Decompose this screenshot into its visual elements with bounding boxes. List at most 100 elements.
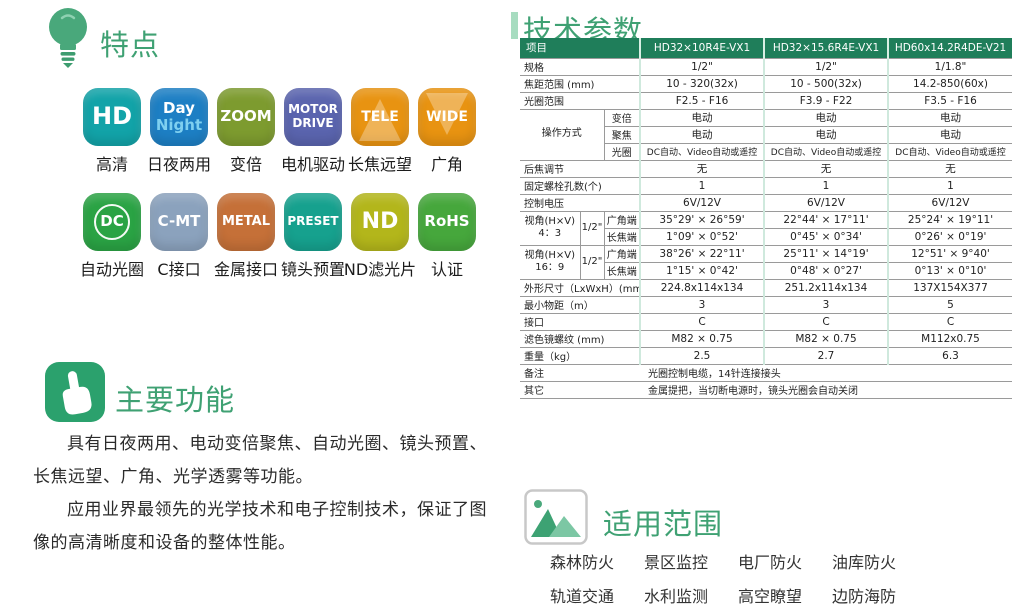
spec-cell: 电动: [639, 108, 765, 126]
feature-badge-icon: PRESET: [284, 193, 342, 251]
feature-badge-text: RoHS: [424, 212, 470, 231]
feature-badge-icon: WIDE: [418, 88, 476, 146]
spec-cell: 其它: [520, 380, 641, 399]
spec-cell: 变倍: [603, 108, 641, 126]
feature-badge-icon: C-MT: [150, 193, 208, 251]
application-item: 森林防火: [550, 553, 615, 572]
spec-cell: F3.5 - F16: [887, 91, 1013, 109]
spec-cell: 25°24' × 19°11': [887, 210, 1013, 228]
feature-badge-label: 电机驱动: [281, 155, 346, 174]
feature-badge-icon: ZOOM: [217, 88, 275, 146]
down-arrow-icon: [426, 93, 468, 135]
feature-badge: HD 高清: [83, 88, 141, 175]
spec-cell: 光圈控制电缆，14针连接接头: [640, 363, 1013, 381]
spec-cell: 最小物距（m）: [520, 295, 641, 313]
feature-badge-label: 长焦远望: [348, 155, 413, 174]
spec-cell: 操作方式: [520, 108, 604, 160]
spec-cell: 35°29' × 26°59': [639, 210, 765, 228]
ring-icon: DC: [94, 204, 130, 240]
pointing-hand-icon: [45, 362, 105, 422]
spec-cell: 5: [887, 295, 1013, 313]
spec-cell: 接口: [520, 312, 641, 330]
spec-cell: 0°48' × 0°27': [763, 261, 889, 279]
spec-cell: 电动: [639, 125, 765, 143]
spec-cell: 0°45' × 0°34': [763, 227, 889, 245]
feature-badge-label: 金属接口: [214, 260, 279, 279]
application-item: 油库防火: [832, 553, 897, 572]
feature-badge: C-MT C接口: [150, 193, 208, 280]
spec-cell: 1/2": [579, 244, 604, 279]
spec-cell: 固定螺栓孔数(个): [520, 176, 641, 194]
spec-cell: 重量（kg）: [520, 346, 641, 364]
feature-badge-label: 镜头预置: [281, 260, 346, 279]
application-item: 轨道交通: [550, 587, 615, 606]
spec-cell: F3.9 - F22: [763, 91, 889, 109]
spec-cell: 1/2": [639, 57, 765, 75]
feature-badge: MOTOR DRIVE 电机驱动: [281, 88, 346, 175]
spec-cell: 3: [763, 295, 889, 313]
spec-cell: 22°44' × 17°11': [763, 210, 889, 228]
spec-cell: 14.2-850(60x): [887, 74, 1013, 92]
spec-cell: 137X154X377: [887, 278, 1013, 296]
spec-cell: 长焦端: [603, 261, 641, 279]
feature-badge-text: C-MT: [157, 212, 201, 231]
feature-badge-label: 自动光圈: [80, 260, 145, 279]
feature-badge-icon: MOTOR DRIVE: [284, 88, 342, 146]
applications-grid: 森林防火 景区监控 电厂防火 油库防火 轨道交通 水利监测 高空瞭望 边防海防: [550, 549, 926, 607]
feature-badge: RoHS 认证: [418, 193, 476, 280]
spec-cell: 6V/12V: [639, 193, 765, 211]
spec-header-cell: HD32×10R4E-VX1: [639, 38, 765, 58]
spec-cell: 1: [887, 176, 1013, 194]
feature-badge-icon: RoHS: [418, 193, 476, 251]
spec-cell: 2.5: [639, 346, 765, 364]
spec-cell: 广角端: [603, 210, 641, 228]
spec-cell: M82 × 0.75: [639, 329, 765, 347]
spec-cell: 38°26' × 22°11': [639, 244, 765, 262]
spec-cell: 后焦调节: [520, 159, 641, 177]
feature-badge: ND ND滤光片: [344, 193, 416, 280]
feature-badge-label: ND滤光片: [343, 260, 417, 279]
feature-badge-text: HD: [91, 102, 132, 131]
spec-cell: 规格: [520, 57, 641, 75]
application-item: 电厂防火: [738, 553, 803, 572]
feature-badge-icon: METAL: [217, 193, 275, 251]
up-arrow-icon: [359, 99, 401, 141]
feature-badge: Day Night 日夜两用: [147, 88, 211, 175]
feature-badge-text: MOTOR DRIVE: [288, 102, 338, 130]
spec-cell: DC自动、Video自动或遥控: [887, 142, 1013, 160]
feature-badge-icon: HD: [83, 88, 141, 146]
feature-badge-text: TELE: [361, 108, 399, 125]
spec-cell: 备注: [520, 363, 641, 381]
spec-cell: 1: [639, 176, 765, 194]
spec-header-cell: 项目: [520, 38, 641, 58]
spec-cell: 电动: [887, 125, 1013, 143]
feature-badges-row-1: HD 高清 Day Night 日夜两用 ZOOM 变倍 MOTOR DRIVE 电机驱动 TELE…: [83, 88, 476, 175]
spec-cell: 0°13' × 0°10': [887, 261, 1013, 279]
spec-cell: 无: [887, 159, 1013, 177]
spec-cell: 光圈范围: [520, 91, 641, 109]
feature-badge-text: ZOOM: [220, 107, 272, 126]
application-item: 景区监控: [644, 553, 709, 572]
spec-cell: 金属提把，当切断电源时，镜头光圈会自动关闭: [640, 380, 1013, 399]
spec-cell: C: [887, 312, 1013, 330]
main-functions-text: 具有日夜两用、电动变倍聚焦、自动光圈、镜头预置、长焦远望、广角、光学透雾等功能。…: [33, 428, 493, 560]
spec-cell: 广角端: [603, 244, 641, 262]
feature-badge: DC 自动光圈: [80, 193, 145, 280]
specs-table-body: 项目 HD32×10R4E-VX1 HD32×15.6R4E-VX1 HD60x14.…: [520, 38, 1013, 399]
spec-cell: 1/2": [579, 210, 604, 245]
spec-cell: 2.7: [763, 346, 889, 364]
feature-badges-row-2: DC 自动光圈 C-MT C接口 METAL 金属接口 PRESET 镜头预置 ND ND滤光片 R…: [80, 193, 476, 280]
main-functions-title: 主要功能: [115, 383, 236, 417]
spec-cell: 10 - 320(32x): [639, 74, 765, 92]
spec-cell: DC自动、Video自动或遥控: [639, 142, 765, 160]
application-item: 高空瞭望: [738, 587, 803, 606]
spec-cell: 1: [763, 176, 889, 194]
application-item: 边防海防: [832, 587, 897, 606]
spec-cell: 1/1.8": [887, 57, 1013, 75]
spec-cell: C: [763, 312, 889, 330]
feature-badge-icon: TELE: [351, 88, 409, 146]
spec-cell: 光圈: [603, 142, 641, 160]
spec-cell: 224.8x114x134: [639, 278, 765, 296]
feature-badge-label: 认证: [430, 260, 463, 279]
spec-cell: F2.5 - F16: [639, 91, 765, 109]
